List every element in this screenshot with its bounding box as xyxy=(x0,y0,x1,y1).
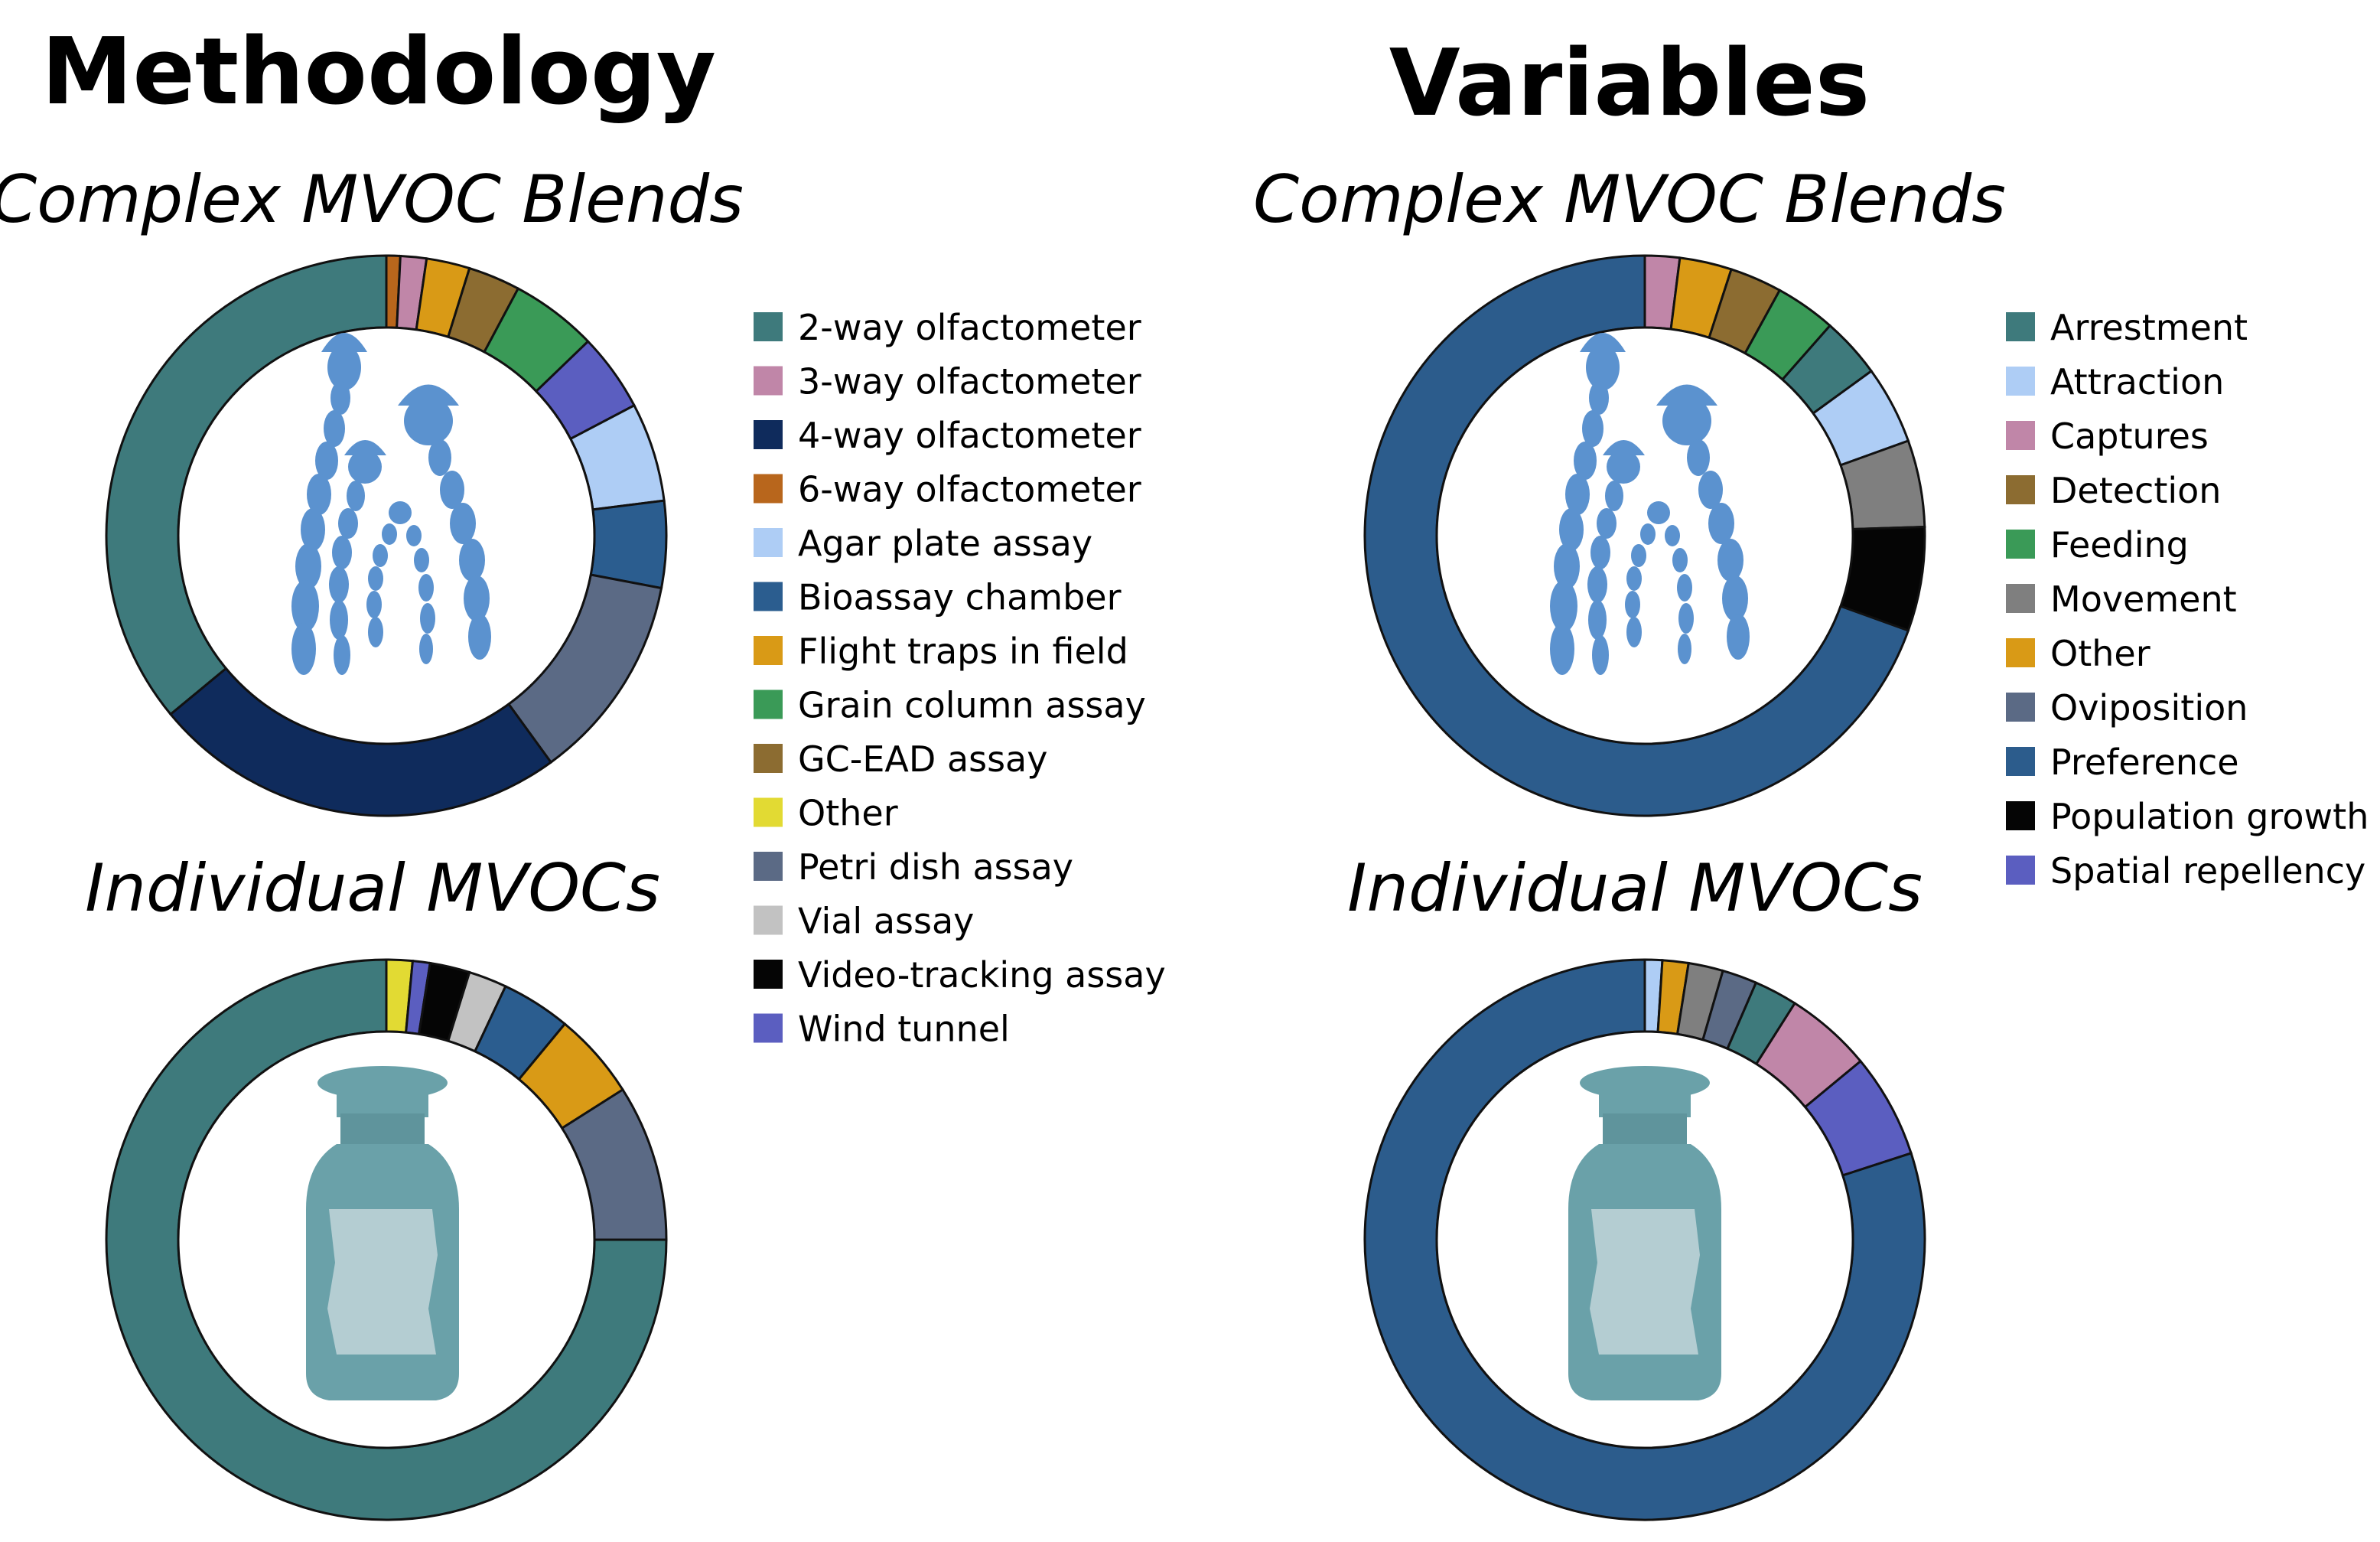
legend-label: Detection xyxy=(2050,470,2221,511)
legend-swatch-arrestment xyxy=(2006,312,2035,341)
legend-swatch-bioassay-chamber xyxy=(754,582,783,611)
legend-swatch-attraction xyxy=(2006,367,2035,396)
legend-swatch-video-tracking-assay xyxy=(754,960,783,989)
variables-individual-title: Individual MVOCs xyxy=(1347,850,1923,927)
legend-label: Preference xyxy=(2050,742,2239,783)
methodology-legend: 2-way olfactometer 3-way olfactometer 4-wa… xyxy=(754,307,1166,1050)
legend-swatch-spatial-repellency xyxy=(2006,856,2035,885)
methodology-blends-title: Complex MVOC Blends xyxy=(0,161,744,238)
legend-label: Video-tracking assay xyxy=(798,954,1166,996)
legend-swatch-detection xyxy=(2006,475,2035,504)
legend-swatch-captures xyxy=(2006,421,2035,450)
legend-swatch-preference xyxy=(2006,747,2035,776)
legend-swatch-feeding xyxy=(2006,530,2035,559)
legend-label: Grain column assay xyxy=(798,685,1146,726)
variables-legend: Arrestment Attraction Captures Detection Fee… xyxy=(2006,307,2369,892)
legend-swatch-vial-assay xyxy=(754,905,783,935)
legend-swatch-other xyxy=(754,797,783,827)
legend-label: 3-way olfactometer xyxy=(798,361,1141,403)
legend-label: Arrestment xyxy=(2050,307,2248,348)
legend-label: 6-way olfactometer xyxy=(798,469,1141,510)
legend-label: Population growth xyxy=(2050,796,2369,837)
legend-swatch-agar-plate-assay xyxy=(754,528,783,557)
legend-label: Bioassay chamber xyxy=(798,577,1122,618)
legend-swatch-3-way-olfactometer xyxy=(754,366,783,396)
legend-label: Vial assay xyxy=(798,901,974,942)
legend-swatch-other xyxy=(2006,638,2035,667)
legend-swatch-6-way-olfactometer xyxy=(754,474,783,504)
legend-label: Attraction xyxy=(2050,361,2224,403)
legend-label: Spatial repellency xyxy=(2050,850,2365,892)
legend-label: Oviposition xyxy=(2050,687,2248,729)
variables-header: Variables xyxy=(1389,31,1870,137)
legend-label: Flight traps in field xyxy=(798,631,1128,672)
methodology-individual-title: Individual MVOCs xyxy=(85,850,660,927)
donut-slice-bioassay-chamber xyxy=(589,499,668,590)
legend-label: Petri dish assay xyxy=(798,846,1073,888)
legend-swatch-2-way-olfactometer xyxy=(754,312,783,341)
legend-label: Agar plate assay xyxy=(798,523,1092,564)
methodology-header: Methodology xyxy=(41,19,716,126)
legend-swatch-flight-traps-in-field xyxy=(754,636,783,665)
legend-swatch-petri-dish-assay xyxy=(754,852,783,881)
legend-swatch-population-growth xyxy=(2006,801,2035,830)
legend-label: 2-way olfactometer xyxy=(798,307,1141,348)
legend-swatch-4-way-olfactometer xyxy=(754,420,783,449)
legend-label: Captures xyxy=(2050,416,2209,457)
legend-label: Wind tunnel xyxy=(798,1009,1010,1050)
legend-label: Other xyxy=(798,793,898,834)
legend-label: GC-EAD assay xyxy=(798,738,1047,780)
legend-label: 4-way olfactometer xyxy=(798,415,1141,456)
variables-blends-title: Complex MVOC Blends xyxy=(1253,161,2006,238)
legend-swatch-oviposition xyxy=(2006,693,2035,722)
legend-swatch-gc-ead-assay xyxy=(754,744,783,773)
legend-swatch-grain-column-assay xyxy=(754,689,783,719)
legend-label: Movement xyxy=(2050,579,2237,620)
legend-label: Other xyxy=(2050,633,2150,674)
legend-label: Feeding xyxy=(2050,524,2189,566)
legend-swatch-movement xyxy=(2006,584,2035,613)
legend-swatch-wind-tunnel xyxy=(754,1013,783,1043)
